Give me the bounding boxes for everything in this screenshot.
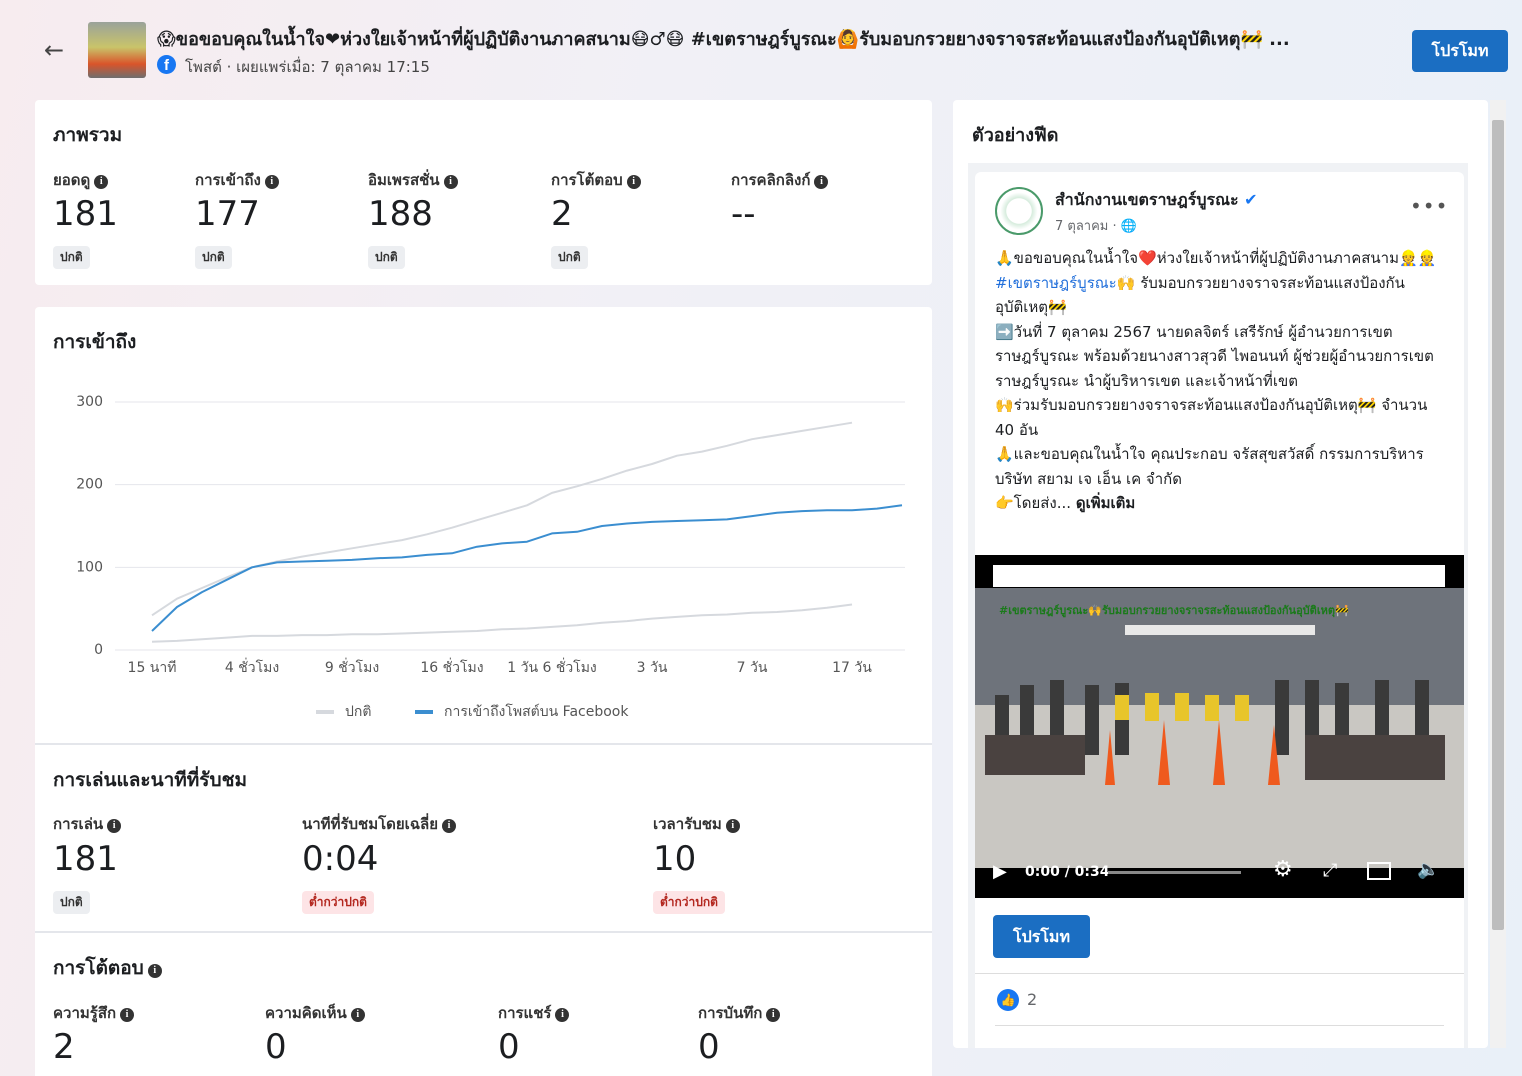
x-tick-label: 7 วัน — [737, 660, 768, 676]
metric-value: 181 — [53, 194, 118, 234]
feed-preview-panel: ตัวอย่างฟีด สำนักงานเขตราษฎร์บูรณะ ✔ 7 ต… — [953, 100, 1488, 1048]
facebook-icon: f — [157, 55, 176, 74]
y-tick-label: 0 — [94, 642, 103, 658]
panel-title: ตัวอย่างฟีด — [972, 125, 1059, 146]
metric-label: การเข้าถึง i — [195, 168, 279, 192]
metric-status: ต่ำกว่าปกติ — [302, 891, 374, 914]
body-line: 👉โดยส่ง... ดูเพิ่มเติม — [995, 494, 1136, 512]
divider — [35, 743, 932, 745]
metric-label: การแชร์ i — [498, 1001, 570, 1025]
chart-title: การเข้าถึง — [53, 331, 137, 353]
y-tick-label: 100 — [76, 559, 103, 575]
reach-chart: 0 100 200 300 15 นาที 4 ชั่วโมง 9 ชั่วโมง 16 ชั… — [76, 394, 905, 720]
x-tick-label: 4 ชั่วโมง — [225, 658, 279, 676]
divider — [35, 931, 932, 933]
metric-label: การคลิกลิงก์ i — [731, 168, 829, 192]
video-caption: #เขตราษฎร์บูรณะ🙌รับมอบกรวยยางจราจรสะท้อน… — [999, 604, 1349, 617]
progress-bar[interactable] — [1108, 871, 1241, 874]
metric-value: 0 — [698, 1027, 720, 1067]
post-date: 7 ตุลาคม · 🌐 — [1055, 219, 1137, 234]
x-tick-label: 1 วัน 6 ชั่วโมง — [507, 658, 597, 676]
mute-button[interactable]: 🔈 — [1417, 859, 1440, 880]
metric-value: 0:04 — [302, 839, 379, 879]
post-thumbnail — [88, 22, 146, 78]
body-line: ➡️วันที่ 7 ตุลาคม 2567 นายดลจิตร์ เสรีรั… — [995, 322, 1434, 390]
page-name: สำนักงานเขตราษฎร์บูรณะ ✔ — [1055, 190, 1258, 209]
x-tick-label: 9 ชั่วโมง — [325, 658, 379, 676]
post-body: 🙏ขอขอบคุณในน้ำใจ❤️ห่วงใยเจ้าหน้าที่ผู้ปฏ… — [995, 246, 1450, 516]
metric-value: 0 — [265, 1027, 287, 1067]
normal-range-upper — [151, 421, 853, 617]
metric-label: อิมเพรสชั่น i — [368, 168, 458, 192]
metric-value: 0 — [498, 1027, 520, 1067]
normal-range-lower — [151, 603, 853, 643]
settings-button[interactable]: ⚙ — [1273, 857, 1293, 882]
post-card: สำนักงานเขตราษฎร์บูรณะ ✔ 7 ตุลาคม · 🌐 ••… — [975, 172, 1464, 1048]
metric-status: ปกติ — [551, 246, 588, 269]
metric-status: ปกติ — [195, 246, 232, 269]
post-subtitle: โพสต์ · เผยแพร่เมื่อ: 7 ตุลาคม 17:15 — [185, 58, 430, 76]
body-line: 🙏ขอขอบคุณในน้ำใจ❤️ห่วงใยเจ้าหน้าที่ผู้ปฏ… — [995, 249, 1437, 267]
metric-value: 10 — [653, 839, 697, 879]
metric-value: 188 — [368, 194, 433, 234]
metric-value: 2 — [551, 194, 573, 234]
fullscreen-button[interactable]: ⤢ — [1323, 860, 1338, 881]
section-title: การเล่นและนาทีที่รับชม — [53, 769, 247, 791]
more-options[interactable]: ••• — [1410, 194, 1449, 218]
metric-label: การโต้ตอบ i — [551, 168, 641, 192]
metric-label: การบันทึก i — [698, 1001, 781, 1025]
overview-card: ภาพรวม ยอดดู i 181 ปกติ การเข้าถึง i 177 ป… — [35, 100, 932, 285]
promote-button[interactable]: โปรโมท — [993, 915, 1090, 958]
post-title: 😱ขอขอบคุณในน้ำใจ❤ห่วงใยเจ้าหน้าที่ผู้ปฏิ… — [157, 29, 1290, 50]
x-tick-label: 15 นาที — [128, 660, 177, 676]
section-title: ภาพรวม — [53, 124, 123, 146]
body-line: 🙌ร่วมรับมอบกรวยยางจราจรสะท้อนแสงป้องกันอ… — [995, 396, 1428, 439]
like-count: 2 — [1027, 990, 1038, 1009]
divider — [995, 1025, 1444, 1026]
legend-label: ปกติ — [345, 704, 371, 720]
metric-value: 177 — [195, 194, 260, 234]
see-more[interactable]: ดูเพิ่มเติม — [1075, 494, 1136, 512]
metric-label: ความคิดเห็น i — [265, 1001, 365, 1025]
play-button[interactable]: ▶ — [993, 861, 1007, 882]
x-tick-label: 17 วัน — [832, 660, 872, 676]
metric-status: ปกติ — [368, 246, 405, 269]
y-tick-label: 200 — [76, 477, 103, 493]
metric-label: ความรู้สึก i — [53, 1001, 135, 1025]
pip-button[interactable] — [1367, 862, 1391, 880]
section-title: การโต้ตอบ i — [53, 953, 162, 983]
divider — [975, 973, 1464, 974]
page-logo — [995, 187, 1043, 235]
video-frame — [975, 565, 1464, 868]
insights-card: การเข้าถึง 0 100 200 300 15 นาที 4 ชั่วโมง 9 ช… — [35, 307, 932, 1076]
metric-label: ยอดดู i — [53, 168, 109, 192]
promote-button[interactable]: โปรโมท — [1412, 30, 1508, 72]
x-tick-label: 3 วัน — [637, 660, 668, 676]
like-icon: 👍 — [997, 989, 1019, 1011]
metric-value: -- — [731, 194, 756, 234]
video-player[interactable]: #เขตราษฎร์บูรณะ🙌รับมอบกรวยยางจราจรสะท้อน… — [975, 555, 1464, 898]
body-line: 🙏และขอบคุณในน้ำใจ คุณประกอบ จรัสสุขสวัสด… — [995, 445, 1424, 488]
legend-label: การเข้าถึงโพสต์บน Facebook — [444, 703, 629, 720]
x-tick-label: 16 ชั่วโมง — [420, 658, 483, 676]
metric-value: 2 — [53, 1027, 75, 1067]
series-line — [151, 504, 903, 632]
body-line: #เขตราษฎร์บูรณะ🙌 รับมอบกรวยยางจราจรสะท้อ… — [995, 273, 1405, 317]
metric-value: 181 — [53, 839, 118, 879]
scrollbar-thumb[interactable] — [1492, 120, 1504, 930]
metric-label: การเล่น i — [53, 812, 122, 836]
metric-status: ต่ำกว่าปกติ — [653, 891, 725, 914]
metric-label: เวลารับชม i — [653, 812, 740, 836]
metric-status: ปกติ — [53, 891, 90, 914]
metric-label: นาทีที่รับชมโดยเฉลี่ย i — [302, 812, 457, 836]
y-tick-label: 300 — [76, 394, 103, 410]
metric-status: ปกติ — [53, 246, 90, 269]
back-button[interactable]: ← — [44, 36, 65, 64]
video-time: 0:00 / 0:34 — [1025, 864, 1110, 880]
